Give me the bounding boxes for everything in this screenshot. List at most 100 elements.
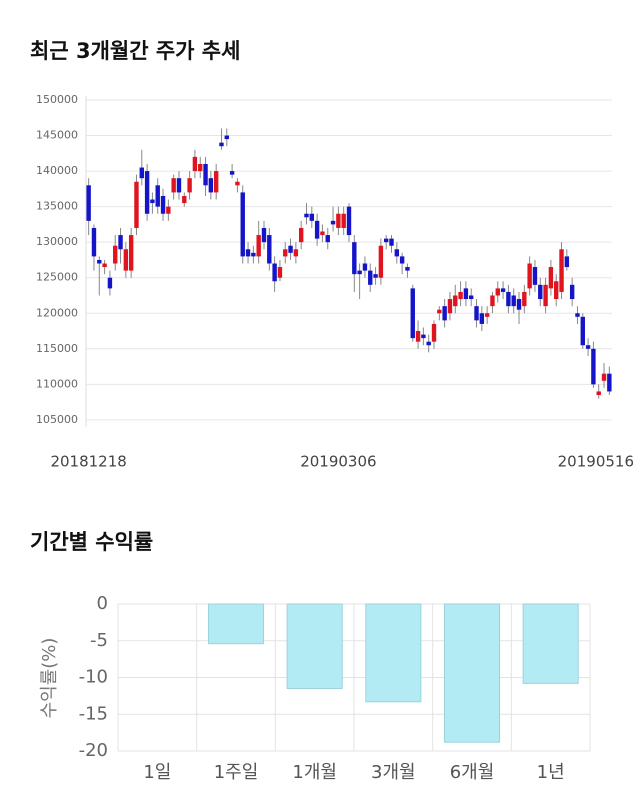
candle-body	[479, 313, 485, 324]
candle-body	[176, 178, 182, 193]
candle-body	[144, 171, 150, 214]
candle-body	[267, 235, 272, 264]
y-tick-label: 125000	[36, 271, 78, 284]
y-tick-label: -5	[90, 630, 108, 651]
candle-body	[352, 242, 357, 275]
y-tick-label: -10	[79, 667, 108, 688]
candle-body	[235, 181, 240, 186]
candle-body	[559, 249, 564, 292]
candle-body	[601, 373, 607, 381]
candle-body	[383, 238, 389, 243]
bar	[207, 603, 265, 645]
y-tick-label: 0	[97, 593, 108, 614]
chart-title: 최근 3개월간 주가 추세	[30, 39, 240, 63]
candle-body	[522, 291, 527, 307]
x-tick-label: 1일	[143, 762, 171, 783]
candle-body	[155, 185, 160, 207]
candle-body	[309, 213, 315, 221]
candle-body	[410, 288, 415, 339]
candle-body	[325, 235, 330, 243]
candle-body	[314, 220, 320, 239]
y-tick-label: 105000	[36, 413, 78, 426]
candle-body	[399, 256, 405, 264]
candle-body	[527, 263, 532, 289]
candle-body	[293, 249, 299, 257]
candle-body	[447, 299, 453, 314]
candle-body	[107, 277, 113, 289]
candle-body	[128, 235, 134, 271]
candle-body	[171, 178, 176, 193]
candle-body	[500, 288, 506, 292]
candle-body	[463, 288, 469, 300]
y-tick-label: 150000	[36, 93, 78, 106]
candle-body	[113, 245, 118, 264]
candle-body	[421, 334, 426, 339]
candle-body	[272, 263, 277, 282]
candle-body	[208, 178, 214, 193]
y-tick-label: 135000	[36, 200, 78, 213]
candle-body	[139, 167, 144, 179]
x-tick-label: 20190516	[558, 453, 634, 471]
candle-body	[516, 299, 522, 310]
chart-title: 기간별 수익률	[30, 530, 153, 554]
candle-body	[373, 274, 378, 278]
candle-body	[219, 142, 224, 147]
y-tick-label: 110000	[36, 377, 78, 390]
candle-body	[453, 295, 458, 307]
candle-body	[415, 331, 421, 342]
candle-body	[580, 316, 585, 346]
y-tick-label: 115000	[36, 342, 78, 355]
candle-body	[607, 373, 612, 392]
candle-body	[490, 295, 495, 307]
candle-body	[213, 171, 219, 193]
candle-body	[357, 270, 362, 275]
candle-body	[283, 249, 288, 257]
candle-body	[591, 348, 596, 385]
candle-body	[336, 213, 341, 228]
y-tick-label: 140000	[36, 164, 78, 177]
candle-body	[554, 281, 559, 300]
candle-body	[511, 295, 516, 307]
x-tick-label: 1주일	[214, 762, 259, 783]
candle-body	[585, 345, 591, 349]
candle-body	[431, 323, 437, 342]
candle-body	[368, 270, 373, 285]
candle-body	[91, 227, 97, 257]
candle-body	[160, 195, 166, 214]
candle-body	[442, 306, 447, 321]
y-tick-label: 145000	[36, 129, 78, 142]
x-tick-label: 1년	[537, 762, 565, 783]
bar	[286, 603, 343, 690]
x-tick-label: 6개월	[450, 762, 495, 783]
candle-body	[118, 235, 123, 250]
candle-body	[166, 206, 171, 214]
y-tick-label: -20	[79, 740, 108, 761]
candle-body	[426, 341, 431, 346]
candle-body	[224, 135, 229, 140]
y-tick-label: 130000	[36, 235, 78, 248]
candle-body	[298, 227, 304, 243]
candle-body	[288, 245, 293, 253]
candle-body	[187, 178, 192, 193]
candle-body	[134, 181, 139, 228]
candle-body	[437, 309, 442, 314]
candle-body	[102, 263, 107, 268]
x-tick-label: 20181218	[50, 453, 126, 471]
bar	[365, 603, 422, 703]
candle-body	[362, 263, 368, 271]
candle-body	[86, 185, 91, 221]
candle-body	[484, 313, 490, 317]
candle-body	[341, 213, 346, 228]
candle-body	[543, 284, 548, 307]
candle-body	[203, 163, 208, 186]
candle-body	[304, 213, 309, 218]
candle-body	[261, 227, 267, 243]
candle-body	[474, 306, 479, 321]
candle-body	[394, 249, 400, 257]
candle-body	[198, 163, 203, 172]
x-tick-label: 1개월	[292, 762, 337, 783]
candle-body	[495, 288, 500, 296]
y-axis-label: 수익률(%)	[39, 638, 60, 719]
